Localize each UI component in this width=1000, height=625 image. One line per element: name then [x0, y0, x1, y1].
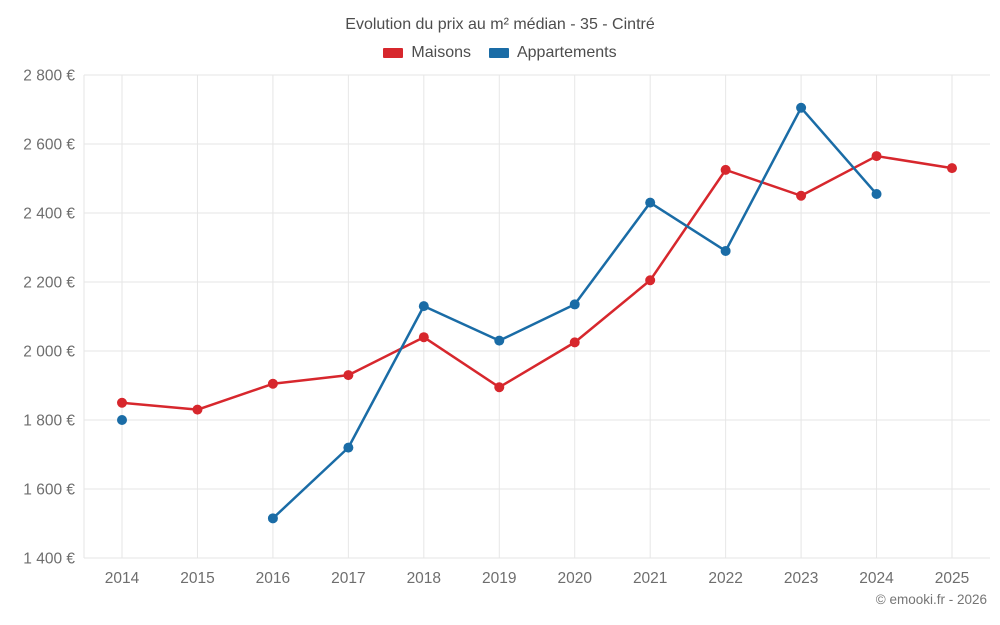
legend-label-appartements: Appartements	[516, 44, 617, 61]
data-point-maisons-2016[interactable]	[267, 378, 278, 389]
x-tick-label: 2024	[859, 570, 894, 587]
data-point-appartements-2017[interactable]	[343, 442, 354, 453]
y-tick-label: 2 400 €	[23, 206, 75, 223]
data-point-maisons-2019[interactable]	[494, 382, 505, 393]
data-point-appartements-2016[interactable]	[267, 513, 278, 524]
data-point-appartements-2014[interactable]	[117, 415, 127, 425]
data-point-appartements-2023[interactable]	[796, 102, 807, 113]
data-point-maisons-2023[interactable]	[796, 190, 807, 201]
data-point-maisons-2017[interactable]	[343, 370, 354, 381]
y-tick-label: 2 200 €	[23, 275, 75, 292]
y-tick-label: 2 000 €	[23, 344, 75, 361]
data-point-maisons-2024[interactable]	[871, 151, 882, 162]
x-tick-label: 2016	[256, 570, 290, 587]
data-point-maisons-2020[interactable]	[569, 337, 580, 348]
y-tick-label: 2 800 €	[23, 68, 75, 85]
chart-title: Evolution du prix au m² médian - 35 - Ci…	[345, 16, 655, 33]
x-tick-label: 2023	[784, 570, 818, 587]
data-point-appartements-2021[interactable]	[645, 197, 656, 208]
x-tick-label: 2025	[935, 570, 969, 587]
x-tick-label: 2021	[633, 570, 667, 587]
data-point-maisons-2014[interactable]	[117, 397, 127, 408]
data-point-maisons-2022[interactable]	[720, 164, 731, 175]
data-point-maisons-2015[interactable]	[192, 404, 203, 415]
x-tick-label: 2014	[105, 570, 140, 587]
legend-item-maisons[interactable]: Maisons	[383, 44, 471, 62]
data-point-appartements-2018[interactable]	[418, 301, 429, 312]
copyright-text: © emooki.fr - 2026	[875, 592, 987, 607]
legend-label-maisons: Maisons	[411, 44, 471, 61]
data-point-maisons-2018[interactable]	[418, 332, 429, 343]
y-tick-label: 1 400 €	[23, 551, 75, 568]
x-tick-label: 2015	[180, 570, 214, 587]
y-tick-label: 1 800 €	[23, 413, 75, 430]
data-point-appartements-2024[interactable]	[871, 189, 882, 200]
y-tick-label: 2 600 €	[23, 137, 75, 154]
x-tick-label: 2017	[331, 570, 365, 587]
maisons-series-marker-icon	[383, 48, 404, 58]
x-tick-label: 2020	[557, 570, 592, 587]
data-point-maisons-2021[interactable]	[645, 275, 656, 286]
legend: Maisons Appartements	[0, 44, 1000, 62]
x-tick-label: 2018	[407, 570, 441, 587]
data-point-appartements-2019[interactable]	[494, 335, 505, 346]
data-point-appartements-2020[interactable]	[569, 299, 580, 310]
data-point-appartements-2022[interactable]	[720, 245, 731, 256]
data-point-maisons-2025[interactable]	[947, 163, 957, 174]
x-tick-label: 2019	[482, 570, 516, 587]
appartements-series-marker-icon	[488, 48, 509, 58]
y-tick-label: 1 600 €	[23, 482, 75, 499]
legend-item-appartements[interactable]: Appartements	[488, 44, 617, 62]
series-line-maisons	[120, 154, 954, 411]
x-tick-label: 2022	[708, 570, 742, 587]
